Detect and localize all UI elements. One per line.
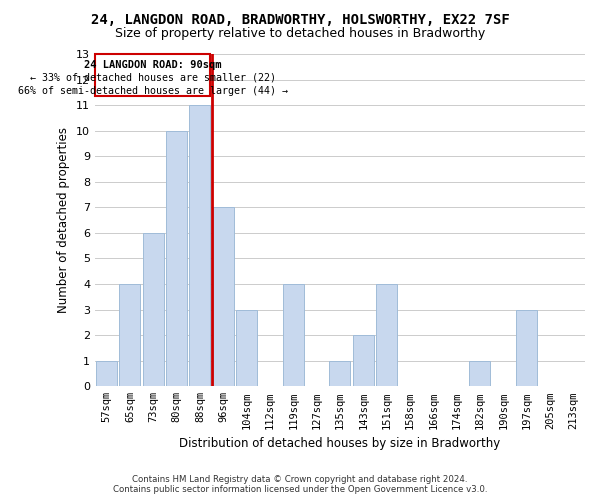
Y-axis label: Number of detached properties: Number of detached properties [58, 127, 70, 313]
Bar [143, 233, 164, 386]
FancyBboxPatch shape [95, 54, 211, 96]
Bar [96, 360, 117, 386]
Bar [376, 284, 397, 386]
Bar [353, 335, 374, 386]
X-axis label: Distribution of detached houses by size in Bradworthy: Distribution of detached houses by size … [179, 437, 500, 450]
Text: 24, LANGDON ROAD, BRADWORTHY, HOLSWORTHY, EX22 7SF: 24, LANGDON ROAD, BRADWORTHY, HOLSWORTHY… [91, 12, 509, 26]
Bar [190, 105, 211, 386]
Bar [516, 310, 537, 386]
Bar [236, 310, 257, 386]
Bar [469, 360, 490, 386]
Text: Size of property relative to detached houses in Bradworthy: Size of property relative to detached ho… [115, 28, 485, 40]
Text: 66% of semi-detached houses are larger (44) →: 66% of semi-detached houses are larger (… [18, 86, 288, 96]
Text: ← 33% of detached houses are smaller (22): ← 33% of detached houses are smaller (22… [30, 73, 276, 83]
Bar [119, 284, 140, 386]
Bar [213, 208, 234, 386]
Text: Contains HM Land Registry data © Crown copyright and database right 2024.
Contai: Contains HM Land Registry data © Crown c… [113, 474, 487, 494]
Bar [329, 360, 350, 386]
Text: 24 LANGDON ROAD: 90sqm: 24 LANGDON ROAD: 90sqm [84, 60, 222, 70]
Bar [283, 284, 304, 386]
Bar [166, 130, 187, 386]
